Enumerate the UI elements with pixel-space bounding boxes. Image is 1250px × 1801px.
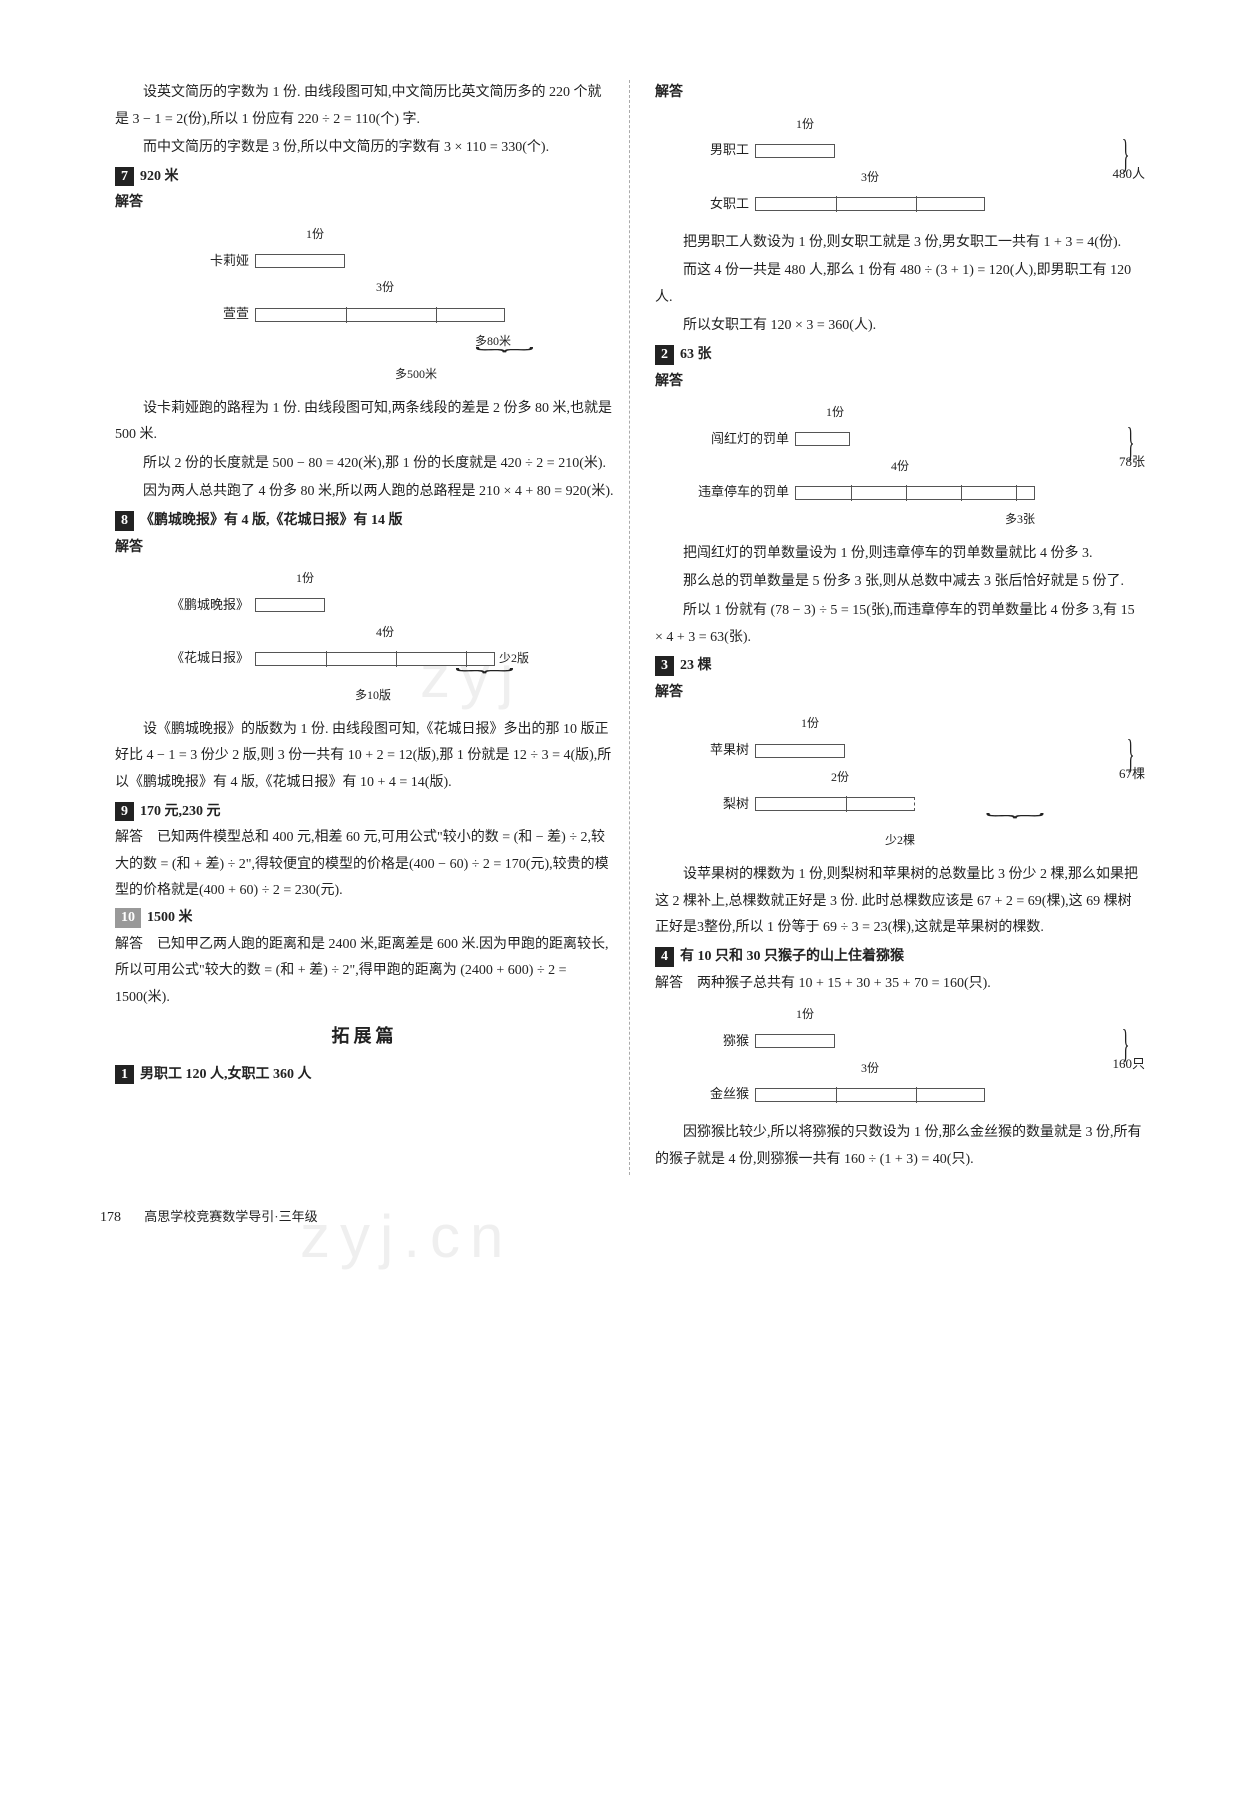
body-text: 而中文简历的字数是 3 份,所以中文简历的字数有 3 × 110 = 330(个…: [115, 135, 614, 162]
jieda-label: 解答: [655, 80, 1145, 107]
body-text: 所以女职工有 120 × 3 = 360(人).: [655, 313, 1145, 340]
page-footer: 178 高思学校竞赛数学导引·三年级: [100, 1205, 1160, 1232]
q8-diagram: 1份 《鹏城晚报》 4份 《花城日报》 少2版 多10版: [135, 567, 614, 707]
body-text: 设卡莉娅跑的路程为 1 份. 由线段图可知,两条线段的差是 2 份多 80 米,…: [115, 396, 614, 449]
page-number: 178: [100, 1210, 121, 1225]
book-title: 高思学校竞赛数学导引·三年级: [144, 1209, 317, 1224]
q9-title: 9170 元,230 元: [115, 799, 614, 826]
question-number: 1: [115, 1065, 134, 1085]
body-text: 把闯红灯的罚单数量设为 1 份,则违章停车的罚单数量就比 4 份多 3.: [655, 541, 1145, 568]
body-text: 因为两人总共跑了 4 份多 80 米,所以两人跑的总路程是 210 × 4 + …: [115, 479, 614, 506]
question-number: 7: [115, 167, 134, 187]
q4-title: 4有 10 只和 30 只猴子的山上住着猕猴: [655, 944, 1145, 971]
body-text: 所以 2 份的长度就是 500 − 80 = 420(米),那 1 份的长度就是…: [115, 451, 614, 478]
q7-title: 7920 米: [115, 164, 614, 191]
body-text: 把男职工人数设为 1 份,则女职工就是 3 份,男女职工一共有 1 + 3 = …: [655, 230, 1145, 257]
q10-title: 101500 米: [115, 905, 614, 932]
body-text: 解答 已知两件模型总和 400 元,相差 60 元,可用公式"较小的数 = (和…: [115, 825, 614, 905]
section-title: 拓展篇: [115, 1019, 614, 1053]
question-number: 10: [115, 908, 141, 928]
jieda-label: 解答: [115, 535, 614, 562]
right-column: 解答 1份 男职工 3份 女职工 }480人 把男职工人数设为 1 份,则女职工…: [630, 80, 1160, 1175]
question-number: 8: [115, 511, 134, 531]
q8-title: 8《鹏城晚报》有 4 版,《花城日报》有 14 版: [115, 508, 614, 535]
body-text: 设《鹏城晚报》的版数为 1 份. 由线段图可知,《花城日报》多出的那 10 版正…: [115, 717, 614, 797]
body-text: 解答 已知甲乙两人跑的距离和是 2400 米,距离差是 600 米.因为甲跑的距…: [115, 932, 614, 1012]
watermark: zyj.cn: [300, 1180, 513, 1294]
body-text: 设苹果树的棵数为 1 份,则梨树和苹果树的总数量比 3 份少 2 棵,那么如果把…: [655, 862, 1145, 942]
body-text: 所以 1 份就有 (78 − 3) ÷ 5 = 15(张),而违章停车的罚单数量…: [655, 598, 1145, 651]
body-text: 解答 两种猴子总共有 10 + 15 + 30 + 35 + 70 = 160(…: [655, 971, 1145, 998]
q1-title: 1男职工 120 人,女职工 360 人: [115, 1062, 614, 1089]
question-number: 4: [655, 947, 674, 967]
body-text: 而这 4 份一共是 480 人,那么 1 份有 480 ÷ (3 + 1) = …: [655, 258, 1145, 311]
jieda-label: 解答: [655, 369, 1145, 396]
body-text: 因猕猴比较少,所以将猕猴的只数设为 1 份,那么金丝猴的数量就是 3 份,所有的…: [655, 1120, 1145, 1173]
question-number: 3: [655, 656, 674, 676]
q2-diagram: 1份 闯红灯的罚单 4份 违章停车的罚单 }78张 多3张: [675, 401, 1145, 531]
left-column: 设英文简历的字数为 1 份. 由线段图可知,中文简历比英文简历多的 220 个就…: [100, 80, 630, 1175]
body-text: 设英文简历的字数为 1 份. 由线段图可知,中文简历比英文简历多的 220 个就…: [115, 80, 614, 133]
q7-diagram: 1份 卡莉娅 3份 萱萱 多80米 多500米: [135, 223, 614, 386]
jieda-label: 解答: [115, 190, 614, 217]
q1-diagram: 1份 男职工 3份 女职工 }480人: [675, 113, 1145, 220]
q4-diagram: 1份 猕猴 3份 金丝猴 }160只: [675, 1003, 1145, 1110]
question-number: 9: [115, 802, 134, 822]
q3-diagram: 1份 苹果树 2份 梨树 }67棵 少2棵: [675, 712, 1145, 852]
body-text: 那么总的罚单数量是 5 份多 3 张,则从总数中减去 3 张后恰好就是 5 份了…: [655, 569, 1145, 596]
